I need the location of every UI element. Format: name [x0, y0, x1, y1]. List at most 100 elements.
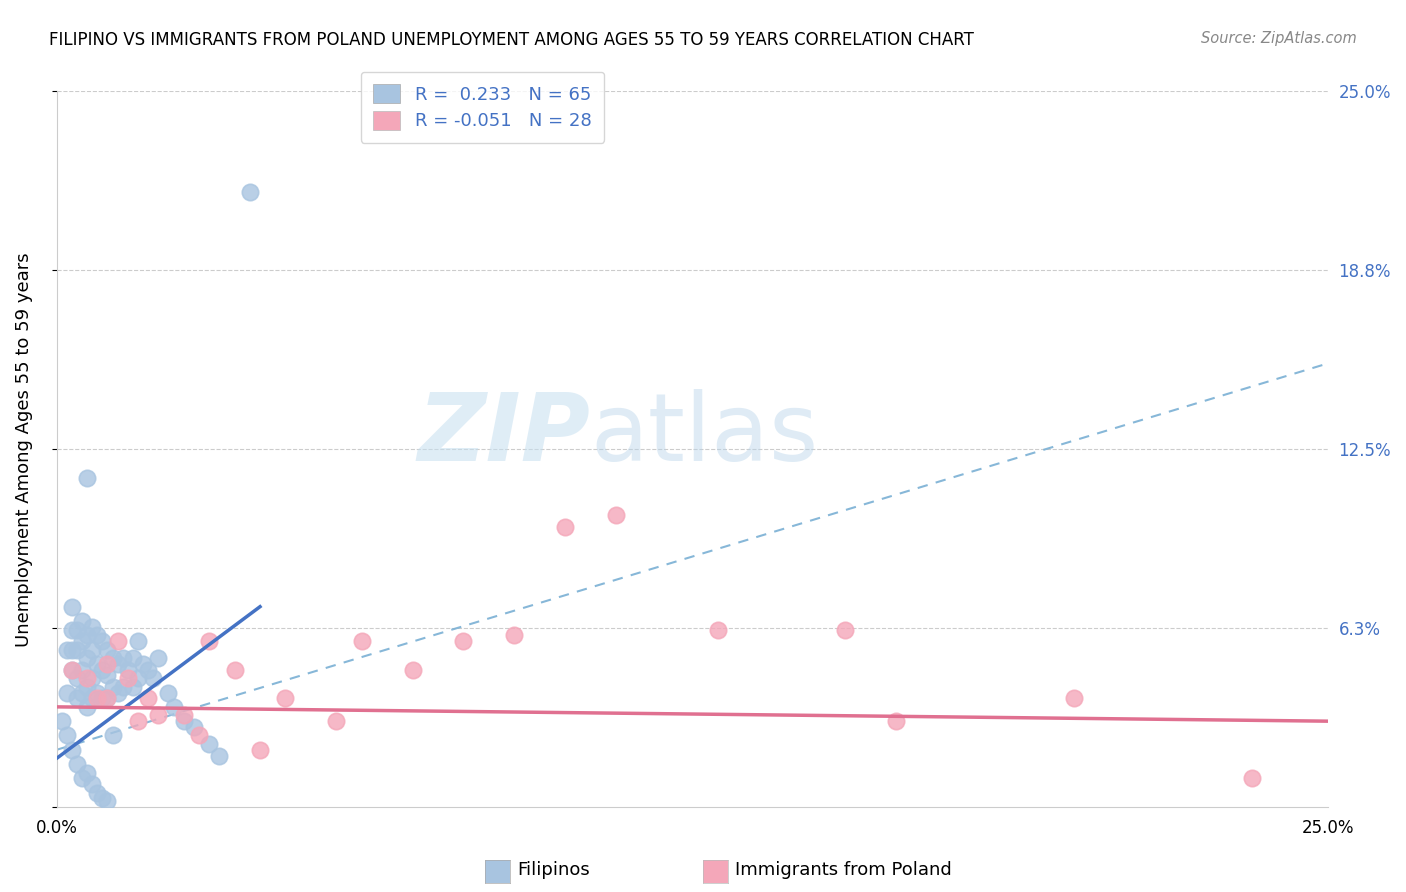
Point — [76, 651, 98, 665]
Point — [66, 691, 89, 706]
Point — [117, 671, 139, 685]
Point — [76, 765, 98, 780]
Text: ZIP: ZIP — [418, 389, 591, 481]
Point — [401, 663, 423, 677]
Point — [70, 614, 93, 628]
Point — [96, 691, 118, 706]
Point — [1063, 691, 1085, 706]
Point — [249, 743, 271, 757]
Point — [66, 757, 89, 772]
Point — [96, 794, 118, 808]
Point — [183, 720, 205, 734]
Point — [55, 685, 77, 699]
Point — [82, 671, 104, 685]
Point — [91, 791, 114, 805]
Point — [70, 772, 93, 786]
Point — [82, 642, 104, 657]
Point — [101, 729, 124, 743]
Point — [111, 680, 134, 694]
Point — [60, 599, 83, 614]
Point — [350, 634, 373, 648]
Point — [96, 657, 118, 671]
Point — [198, 634, 221, 648]
Point — [82, 620, 104, 634]
Point — [274, 691, 297, 706]
Point — [173, 708, 195, 723]
Y-axis label: Unemployment Among Ages 55 to 59 years: Unemployment Among Ages 55 to 59 years — [15, 252, 32, 647]
Point — [706, 623, 728, 637]
Text: Filipinos: Filipinos — [517, 861, 591, 879]
Point — [127, 634, 149, 648]
Point — [76, 699, 98, 714]
Point — [96, 691, 118, 706]
Point — [91, 634, 114, 648]
Point — [132, 657, 155, 671]
Point — [55, 729, 77, 743]
Point — [605, 508, 627, 522]
Text: Source: ZipAtlas.com: Source: ZipAtlas.com — [1201, 31, 1357, 46]
Point — [122, 651, 145, 665]
Point — [188, 729, 211, 743]
Point — [122, 680, 145, 694]
Point — [554, 519, 576, 533]
Point — [453, 634, 475, 648]
Point — [111, 651, 134, 665]
Point — [198, 737, 221, 751]
Point — [101, 680, 124, 694]
Point — [60, 663, 83, 677]
Point — [86, 685, 108, 699]
Point — [86, 691, 108, 706]
Point — [884, 714, 907, 728]
Point — [173, 714, 195, 728]
Point — [66, 642, 89, 657]
Point — [60, 642, 83, 657]
Point — [107, 634, 129, 648]
Point — [91, 663, 114, 677]
Point — [148, 708, 170, 723]
Point — [142, 671, 165, 685]
Point — [86, 657, 108, 671]
Point — [107, 657, 129, 671]
Text: atlas: atlas — [591, 389, 818, 481]
Point — [208, 748, 231, 763]
Text: FILIPINO VS IMMIGRANTS FROM POLAND UNEMPLOYMENT AMONG AGES 55 TO 59 YEARS CORREL: FILIPINO VS IMMIGRANTS FROM POLAND UNEMP… — [49, 31, 974, 49]
Point — [107, 685, 129, 699]
Point — [60, 663, 83, 677]
Point — [76, 680, 98, 694]
Point — [70, 634, 93, 648]
Point — [86, 628, 108, 642]
Point — [239, 185, 262, 199]
Point — [136, 691, 159, 706]
Point — [136, 663, 159, 677]
Point — [51, 714, 73, 728]
Point — [101, 651, 124, 665]
Point — [82, 691, 104, 706]
Point — [96, 668, 118, 682]
Point — [834, 623, 856, 637]
Point — [1240, 772, 1263, 786]
Point — [91, 691, 114, 706]
Text: Immigrants from Poland: Immigrants from Poland — [735, 861, 952, 879]
Point — [127, 714, 149, 728]
Point — [162, 699, 184, 714]
Point — [66, 623, 89, 637]
Point — [60, 743, 83, 757]
Point — [60, 623, 83, 637]
Point — [157, 685, 180, 699]
Point — [117, 663, 139, 677]
Point — [76, 628, 98, 642]
Point — [224, 663, 246, 677]
Point — [148, 651, 170, 665]
Point — [127, 671, 149, 685]
Point — [70, 685, 93, 699]
Point — [55, 642, 77, 657]
Legend: R =  0.233   N = 65, R = -0.051   N = 28: R = 0.233 N = 65, R = -0.051 N = 28 — [361, 72, 605, 143]
Point — [76, 671, 98, 685]
Point — [66, 671, 89, 685]
Point — [82, 777, 104, 791]
Point — [86, 786, 108, 800]
Point — [503, 628, 526, 642]
Point — [70, 663, 93, 677]
Point — [76, 471, 98, 485]
Point — [325, 714, 347, 728]
